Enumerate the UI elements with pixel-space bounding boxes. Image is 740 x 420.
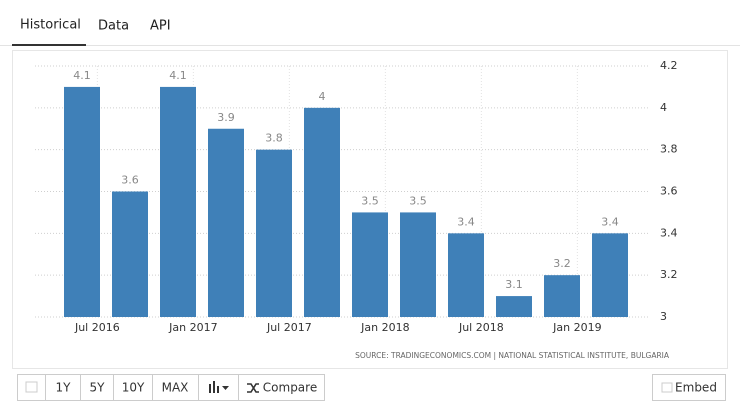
- value-label: 3.5: [409, 194, 427, 207]
- range-label: MAX: [162, 381, 189, 395]
- source-note: SOURCE: TRADINGECONOMICS.COM | NATIONAL …: [355, 351, 670, 360]
- embed-button[interactable]: Embed: [652, 374, 726, 401]
- chart-type-button[interactable]: [198, 374, 239, 401]
- chart-panel: [12, 50, 728, 369]
- bar: [592, 233, 628, 317]
- y-tick-label: 3: [660, 310, 667, 323]
- x-tick-label: Jan 2019: [552, 321, 601, 334]
- bar: [448, 233, 484, 317]
- value-label: 3.6: [121, 174, 139, 187]
- bar: [304, 107, 340, 317]
- y-tick-label: 4.2: [660, 59, 678, 72]
- bar: [256, 149, 292, 317]
- y-tick-label: 3.2: [660, 268, 678, 281]
- value-label: 3.2: [553, 257, 571, 270]
- range-label: 1Y: [56, 381, 72, 395]
- y-tick-label: 3.8: [660, 143, 678, 156]
- value-label: 4.1: [169, 69, 187, 82]
- range-button[interactable]: 1Y: [45, 374, 81, 401]
- x-tick-label: Jul 2017: [266, 321, 312, 334]
- value-label: 3.5: [361, 194, 379, 207]
- bar: [544, 275, 580, 317]
- range-label: 5Y: [90, 381, 106, 395]
- y-tick-label: 4: [660, 101, 667, 114]
- embed-icon: [661, 382, 673, 393]
- chart-type-icon: [209, 381, 229, 393]
- bar: [400, 212, 436, 317]
- compare-button[interactable]: Compare: [238, 374, 325, 401]
- embed-label: Embed: [675, 381, 717, 395]
- y-tick-label: 3.4: [660, 226, 678, 239]
- value-label: 4.1: [73, 69, 91, 82]
- bar: [496, 296, 532, 317]
- value-label: 4: [319, 90, 326, 103]
- range-button[interactable]: MAX: [152, 374, 199, 401]
- bar: [208, 128, 244, 317]
- bar: [160, 86, 196, 318]
- range-button[interactable]: 10Y: [113, 374, 153, 401]
- value-label: 3.8: [265, 132, 283, 145]
- value-label: 3.4: [601, 215, 619, 228]
- value-label: 3.1: [505, 278, 523, 291]
- calendar-button[interactable]: [17, 374, 46, 401]
- tab[interactable]: Data: [98, 19, 129, 34]
- x-tick-label: Jul 2018: [458, 321, 504, 334]
- tab[interactable]: API: [150, 19, 171, 34]
- active-tab-underline: [12, 44, 86, 46]
- x-tick-label: Jul 2016: [74, 321, 120, 334]
- compare-label: Compare: [263, 381, 317, 395]
- bar: [352, 212, 388, 317]
- bar: [112, 191, 148, 317]
- range-label: 10Y: [122, 381, 145, 395]
- calendar-icon: [25, 381, 38, 393]
- value-label: 3.4: [457, 215, 475, 228]
- tab[interactable]: Historical: [20, 18, 81, 33]
- compare-icon: [247, 383, 259, 393]
- range-button[interactable]: 5Y: [80, 374, 114, 401]
- x-tick-label: Jan 2017: [168, 321, 217, 334]
- value-label: 3.9: [217, 111, 235, 124]
- x-tick-label: Jan 2018: [360, 321, 409, 334]
- y-tick-label: 3.6: [660, 185, 678, 198]
- bar: [64, 86, 100, 318]
